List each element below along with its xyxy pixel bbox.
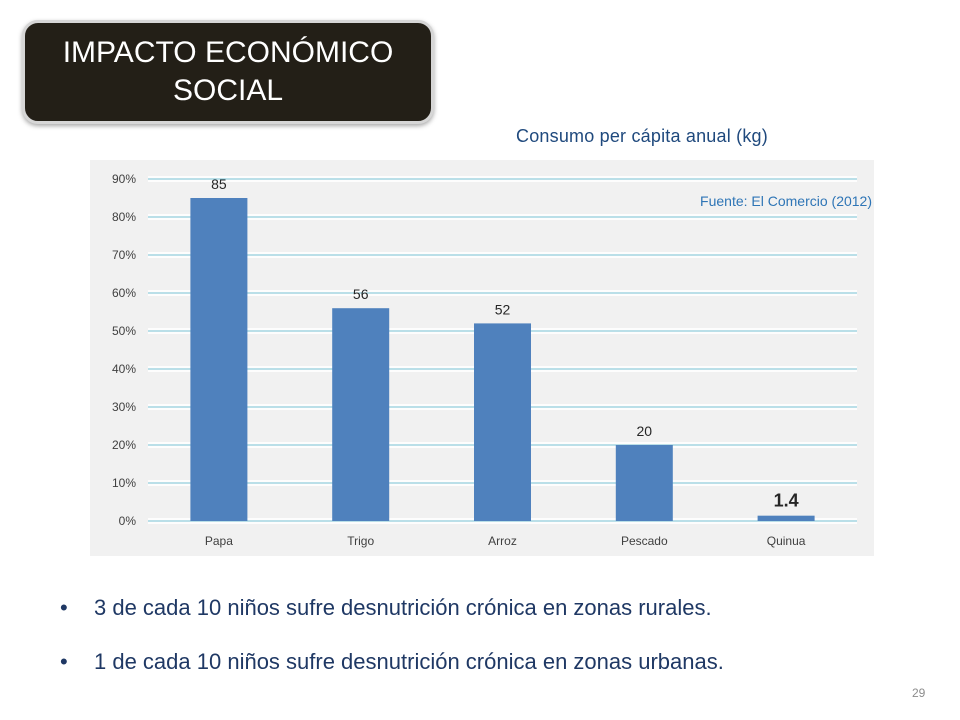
data-label: 20 [637, 423, 653, 439]
bar-chart: 0% 10% 20% 30% 40% 50% 60% 70% 80% 90% 85 Papa 56 Tri… [112, 172, 872, 548]
data-label: 56 [353, 286, 369, 302]
data-label: 85 [211, 176, 227, 192]
data-label: 1.4 [774, 491, 799, 511]
y-tick-label: 40% [112, 362, 136, 376]
x-tick-label: Arroz [488, 534, 517, 548]
bullet-item-2: • 1 de cada 10 niños sufre desnutrición … [60, 648, 724, 676]
x-tick-label: Papa [205, 534, 233, 548]
y-tick-label: 50% [112, 324, 136, 338]
y-tick-label: 90% [112, 172, 136, 186]
data-label: 52 [495, 301, 511, 317]
page-number: 29 [912, 686, 926, 700]
bar [190, 198, 248, 521]
x-tick-label: Pescado [621, 534, 668, 548]
source-annotation: Fuente: El Comercio (2012) [700, 193, 872, 209]
x-tick-label: Quinua [767, 534, 806, 548]
bullet-text: 1 de cada 10 niños sufre desnutrición cr… [94, 649, 724, 674]
y-tick-label: 70% [112, 248, 136, 262]
bar [474, 323, 531, 521]
chart-panel: 0% 10% 20% 30% 40% 50% 60% 70% 80% 90% 85 Papa 56 Tri… [90, 160, 874, 556]
bullet-item-1: • 3 de cada 10 niños sufre desnutrición … [60, 594, 724, 622]
bar [757, 515, 815, 521]
y-tick-label: 80% [112, 210, 136, 224]
y-tick-label: 60% [112, 286, 136, 300]
bar [615, 445, 673, 521]
slide-title-box: IMPACTO ECONÓMICO SOCIAL [22, 20, 434, 124]
y-tick-label: 20% [112, 438, 136, 452]
chart-title: Consumo per cápita anual (kg) [516, 126, 768, 146]
y-tick-label: 10% [112, 476, 136, 490]
bullet-marker: • [60, 595, 68, 620]
y-tick-label: 30% [112, 400, 136, 414]
slide-title-line-2: SOCIAL [172, 74, 284, 107]
bullet-text: 3 de cada 10 niños sufre desnutrición cr… [94, 595, 712, 620]
slide-title-line-1: IMPACTO ECONÓMICO [62, 36, 394, 69]
y-tick-label: 0% [119, 514, 137, 528]
bullet-marker: • [60, 649, 68, 674]
x-tick-label: Trigo [347, 534, 374, 548]
bullet-list: • 3 de cada 10 niños sufre desnutrición … [60, 594, 724, 702]
bar [332, 308, 390, 521]
